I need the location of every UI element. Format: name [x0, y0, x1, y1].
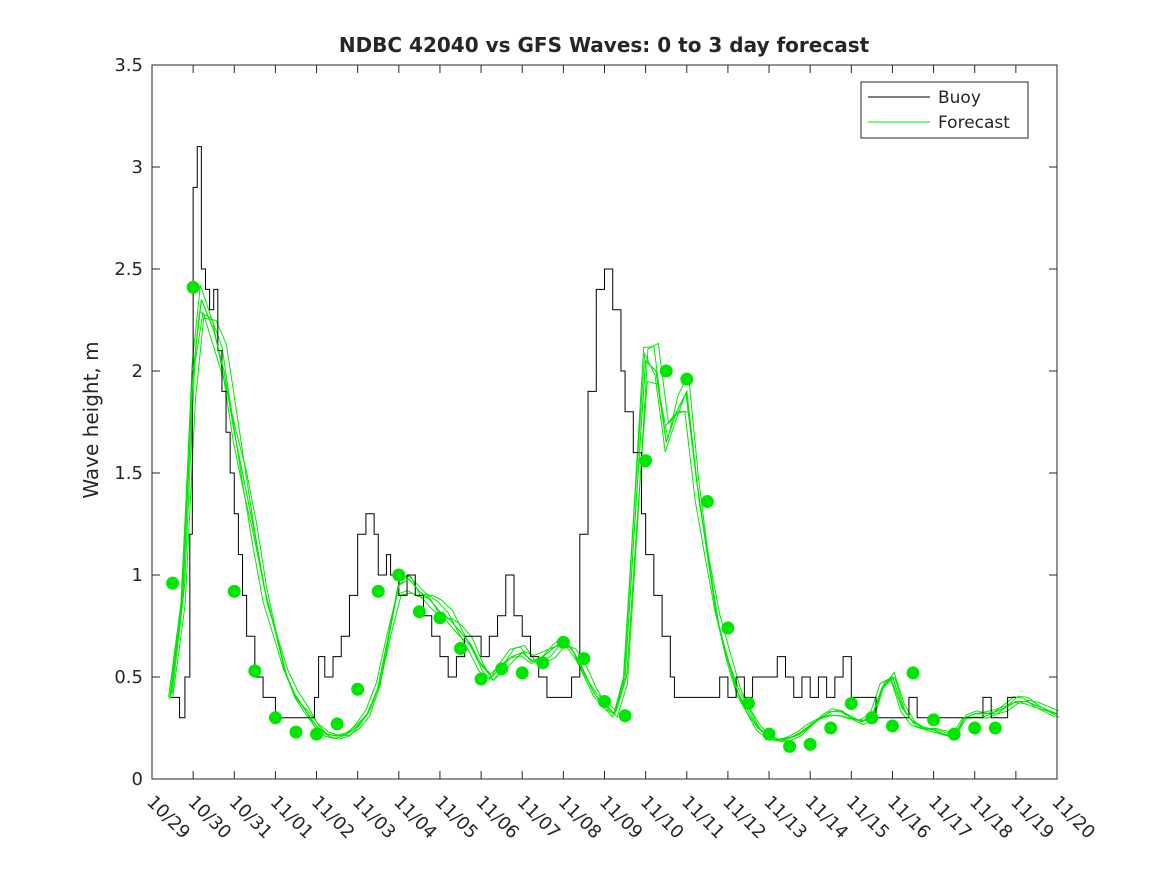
y-tick-label: 2.5 [114, 259, 143, 280]
legend-buoy-label: Buoy [938, 88, 981, 108]
forecast-marker [433, 611, 447, 625]
y-tick-label: 0.5 [114, 667, 143, 688]
forecast-marker [186, 280, 200, 294]
forecast-marker [844, 697, 858, 711]
forecast-marker [351, 682, 365, 696]
buoy-line [170, 146, 1016, 719]
plot-area [152, 65, 1057, 779]
y-tick-label: 3 [132, 157, 143, 178]
chart-title: NDBC 42040 vs GFS Waves: 0 to 3 day fore… [339, 33, 870, 57]
forecast-marker [639, 454, 653, 468]
forecast-marker [721, 621, 735, 635]
legend: Buoy Forecast [860, 81, 1029, 139]
forecast-marker [536, 656, 550, 670]
forecast-marker [741, 697, 755, 711]
forecast-marker [166, 576, 180, 590]
forecast-marker [762, 727, 776, 741]
forecast-marker [310, 727, 324, 741]
forecast-marker [577, 652, 591, 666]
y-tick-label: 1 [132, 565, 143, 586]
forecast-marker [598, 694, 611, 708]
y-tick-label: 2 [132, 361, 143, 382]
forecast-marker [248, 664, 262, 678]
forecast-marker [947, 727, 961, 741]
y-tick-label: 0 [132, 769, 143, 790]
forecast-marker [906, 666, 920, 680]
forecast-marker [824, 721, 838, 735]
forecast-marker [988, 721, 1002, 735]
forecast-marker [392, 568, 406, 582]
forecast-marker [515, 666, 529, 680]
y-tick-label: 1.5 [114, 463, 143, 484]
forecast-marker [330, 717, 344, 731]
forecast-marker [268, 711, 282, 725]
forecast-marker [803, 737, 817, 751]
legend-box [860, 81, 1029, 139]
forecast-marker [885, 719, 899, 733]
forecast-marker [412, 605, 426, 619]
forecast-marker [783, 739, 797, 753]
legend-forecast-label: Forecast [938, 113, 1010, 133]
forecast-marker [659, 364, 673, 378]
forecast-marker [454, 641, 468, 655]
forecast-marker [865, 711, 879, 725]
forecast-marker [556, 635, 570, 649]
forecast-run-line [171, 312, 1059, 742]
forecast-marker [495, 662, 509, 676]
forecast-marker [927, 713, 941, 727]
forecast-marker [618, 709, 632, 723]
y-axis: 0 0.5 1 1.5 2 2.5 3 3.5 [114, 55, 1057, 790]
forecast-marker [680, 372, 694, 386]
forecast-marker [227, 584, 241, 598]
forecast-marker [968, 721, 982, 735]
forecast-marker [700, 495, 714, 509]
y-axis-label: Wave height, m [79, 341, 103, 498]
y-tick-label: 3.5 [114, 55, 143, 76]
forecast-marker [371, 584, 385, 598]
marker-layer [166, 280, 1002, 753]
forecast-marker [289, 725, 303, 739]
forecast-marker [474, 672, 488, 686]
forecast-line [169, 299, 1058, 741]
